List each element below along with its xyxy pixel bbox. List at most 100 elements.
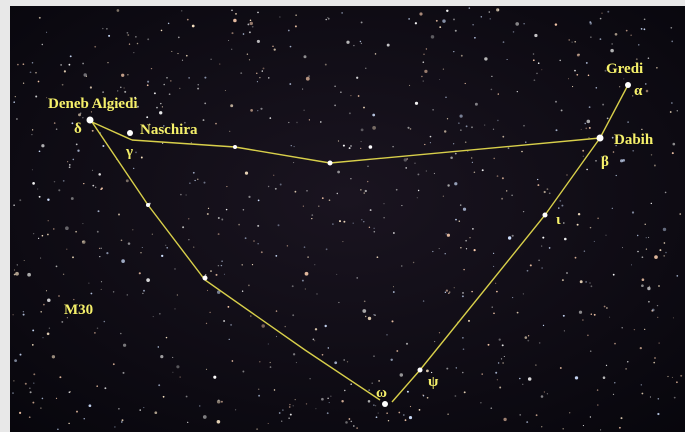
star (187, 422, 188, 423)
star (303, 110, 304, 111)
star (663, 228, 666, 231)
star (542, 237, 544, 239)
star (39, 150, 41, 152)
star (158, 346, 159, 347)
star (329, 199, 331, 201)
star (503, 41, 505, 43)
star (585, 281, 587, 283)
star (314, 264, 315, 265)
star (621, 417, 623, 419)
star (495, 283, 496, 284)
star (423, 81, 424, 82)
star (562, 279, 564, 281)
star (454, 182, 457, 185)
star (87, 117, 94, 124)
star (343, 221, 345, 223)
star (309, 119, 310, 120)
object-name: M30 (64, 302, 93, 318)
star (268, 423, 269, 424)
star (12, 392, 14, 394)
star (491, 76, 492, 77)
star (304, 246, 306, 248)
star (539, 342, 541, 344)
star (576, 74, 578, 76)
star (377, 256, 379, 258)
star (363, 107, 365, 109)
star (189, 182, 190, 183)
star (588, 75, 590, 77)
star (82, 241, 83, 242)
star (614, 343, 616, 345)
star (296, 362, 297, 363)
star (161, 255, 163, 257)
star (587, 334, 589, 336)
star (219, 64, 220, 65)
star (650, 396, 651, 397)
star (528, 335, 529, 336)
star (288, 418, 289, 419)
star (541, 246, 542, 247)
star (356, 77, 358, 79)
star (413, 262, 414, 263)
star (282, 409, 283, 410)
star (656, 67, 658, 69)
star (154, 411, 157, 414)
star (121, 239, 123, 241)
star (293, 162, 294, 163)
star (445, 253, 446, 254)
star (383, 217, 384, 218)
star (527, 270, 529, 272)
star (334, 86, 336, 88)
greek-letter: ι (556, 212, 561, 228)
star (361, 43, 362, 44)
star (305, 272, 309, 276)
star (270, 362, 271, 363)
star (180, 194, 182, 196)
star (247, 53, 248, 54)
star (218, 217, 220, 219)
star (343, 359, 345, 361)
star (42, 44, 43, 45)
star (275, 188, 277, 190)
star (72, 159, 74, 161)
star (296, 122, 297, 123)
star (469, 237, 470, 238)
star (261, 251, 263, 253)
star (82, 63, 84, 65)
star (498, 9, 499, 10)
star (42, 398, 44, 400)
star (23, 63, 25, 65)
star (204, 77, 206, 79)
star (523, 211, 524, 212)
star (218, 399, 220, 401)
star (121, 421, 123, 423)
star (398, 412, 400, 414)
star (47, 234, 49, 236)
star (458, 122, 459, 123)
star (132, 229, 133, 230)
star (338, 140, 339, 141)
star (523, 23, 524, 24)
star (47, 198, 49, 200)
star (151, 68, 152, 69)
star (311, 214, 313, 216)
star (122, 419, 124, 421)
star (392, 146, 394, 148)
star (27, 273, 31, 277)
star (443, 196, 444, 197)
star (493, 313, 495, 315)
star (591, 285, 593, 287)
star (69, 64, 71, 66)
star (64, 70, 66, 72)
star (290, 414, 292, 416)
star (604, 306, 606, 308)
star (579, 311, 582, 314)
star (521, 151, 523, 153)
star (362, 309, 366, 313)
star (375, 53, 377, 55)
star (32, 182, 35, 185)
star (46, 290, 47, 291)
star (671, 102, 672, 103)
star (142, 293, 143, 294)
star (427, 397, 429, 399)
